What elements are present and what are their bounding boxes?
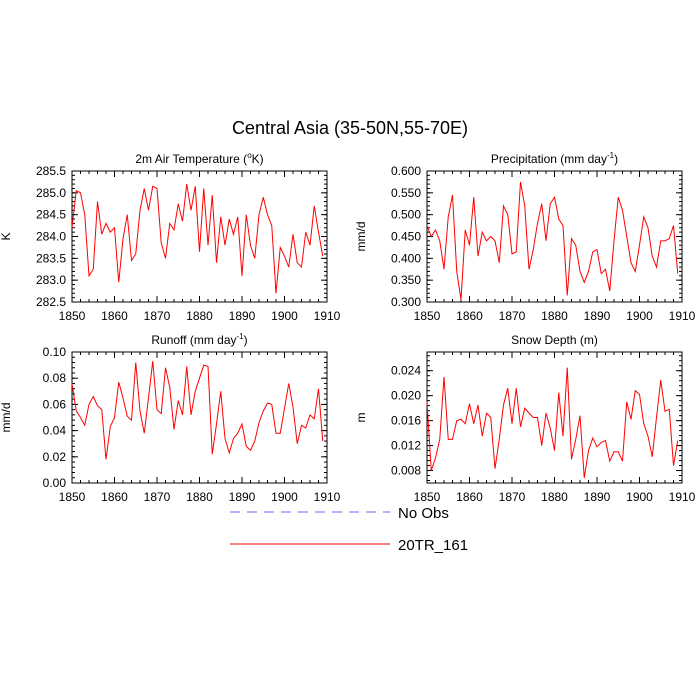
y-tick-label: 283.5 <box>36 251 66 265</box>
series-line-20tr-161 <box>71 361 324 460</box>
panel-title: Precipitation (mm day-1) <box>491 151 618 166</box>
panel-title-sup: o <box>247 151 252 160</box>
y-tick-label: 0.024 <box>391 364 421 378</box>
y-tick-label: 285.0 <box>36 186 66 200</box>
plot-frame <box>426 351 683 484</box>
plot-frame <box>71 351 328 484</box>
x-tick-label: 1910 <box>314 490 341 504</box>
x-tick-label: 1910 <box>314 309 341 323</box>
x-tick-label: 1890 <box>584 309 611 323</box>
y-tick-label: 0.00 <box>43 476 67 490</box>
y-tick-label: 283.0 <box>36 273 66 287</box>
panels-group: 2m Air Temperature (oK) K 1850 1860 1870 1880… <box>0 151 696 504</box>
x-tick-label: 1880 <box>186 490 213 504</box>
series-line-20tr-161 <box>426 181 679 300</box>
x-tick-label: 1900 <box>271 309 298 323</box>
x-tick-label: 1850 <box>414 490 441 504</box>
y-axis-label: m <box>354 413 368 423</box>
x-tick-label: 1890 <box>584 490 611 504</box>
legend-label-no-obs: No Obs <box>398 505 449 522</box>
x-tick-label: 1860 <box>456 309 483 323</box>
x-tick-label: 1870 <box>499 309 526 323</box>
panel-title: Snow Depth (m) <box>511 333 598 347</box>
x-tick-label: 1900 <box>271 490 298 504</box>
x-tick-label: 1870 <box>499 490 526 504</box>
y-tick-label: 0.016 <box>391 414 421 428</box>
y-tick-label: 0.020 <box>391 389 421 403</box>
y-tick-label: 285.5 <box>36 164 66 178</box>
y-tick-label: 0.550 <box>391 186 421 200</box>
panel-title-main: Precipitation (mm day <box>491 152 607 166</box>
panel-title-sup: -1 <box>237 332 245 341</box>
x-tick-label: 1860 <box>101 309 128 323</box>
x-tick-label: 1880 <box>186 309 213 323</box>
panel-title-post: ) <box>614 152 618 166</box>
y-tick-label: 0.008 <box>391 464 421 478</box>
x-tick-label: 1900 <box>626 309 653 323</box>
panel-title-main: Runoff (mm day <box>151 333 236 347</box>
y-tick-label: 0.500 <box>391 208 421 222</box>
chart-title: Central Asia (35-50N,55-70E) <box>232 118 468 138</box>
panel-title-post: K) <box>252 152 264 166</box>
x-tick-label: 1870 <box>144 490 171 504</box>
x-tick-label: 1850 <box>59 490 86 504</box>
x-tick-label: 1900 <box>626 490 653 504</box>
y-tick-label: 0.04 <box>43 424 67 438</box>
y-axis-label: mm/d <box>354 222 368 252</box>
y-axis-label: mm/d <box>0 403 13 433</box>
x-tick-label: 1910 <box>669 490 696 504</box>
y-tick-label: 0.350 <box>391 273 421 287</box>
x-tick-label: 1890 <box>229 490 256 504</box>
y-tick-label: 0.06 <box>43 397 67 411</box>
panel-title-main: Snow Depth (m) <box>511 333 598 347</box>
panel-title: 2m Air Temperature (oK) <box>135 151 263 166</box>
series-line-20tr-161 <box>71 184 324 294</box>
panel-title: Runoff (mm day-1) <box>151 332 247 347</box>
x-tick-label: 1850 <box>414 309 441 323</box>
legend-label-20tr-161: 20TR_161 <box>398 537 468 554</box>
y-tick-label: 0.450 <box>391 230 421 244</box>
y-tick-label: 0.300 <box>391 295 421 309</box>
panel-2: Precipitation (mm day-1) mm/d 1850 1860 1870… <box>354 151 696 323</box>
plot-frame <box>71 170 328 303</box>
x-tick-label: 1860 <box>456 490 483 504</box>
series-line-20tr-161 <box>426 367 679 479</box>
panel-1: 2m Air Temperature (oK) K 1850 1860 1870 1880… <box>0 151 341 323</box>
panel-3: Runoff (mm day-1) mm/d 1850 1860 1870 1880 189… <box>0 332 341 504</box>
y-axis-label: K <box>0 232 13 240</box>
y-tick-label: 284.5 <box>36 208 66 222</box>
panel-title-sup: -1 <box>607 151 615 160</box>
y-tick-label: 0.600 <box>391 164 421 178</box>
x-tick-label: 1860 <box>101 490 128 504</box>
x-tick-label: 1880 <box>541 490 568 504</box>
panel-4: Snow Depth (m) m 1850 1860 1870 1880 1890 1900 1… <box>354 333 696 504</box>
y-tick-label: 0.02 <box>43 450 67 464</box>
legend: No Obs 20TR_161 <box>230 505 468 554</box>
y-tick-label: 284.0 <box>36 230 66 244</box>
x-tick-label: 1880 <box>541 309 568 323</box>
x-tick-label: 1890 <box>229 309 256 323</box>
y-tick-label: 0.400 <box>391 251 421 265</box>
y-tick-label: 282.5 <box>36 295 66 309</box>
x-tick-label: 1910 <box>669 309 696 323</box>
y-tick-label: 0.10 <box>43 345 67 359</box>
x-tick-label: 1870 <box>144 309 171 323</box>
panel-title-main: 2m Air Temperature ( <box>135 152 247 166</box>
y-tick-label: 0.012 <box>391 439 421 453</box>
x-tick-label: 1850 <box>59 309 86 323</box>
y-tick-label: 0.08 <box>43 371 67 385</box>
panel-title-post: ) <box>244 333 248 347</box>
